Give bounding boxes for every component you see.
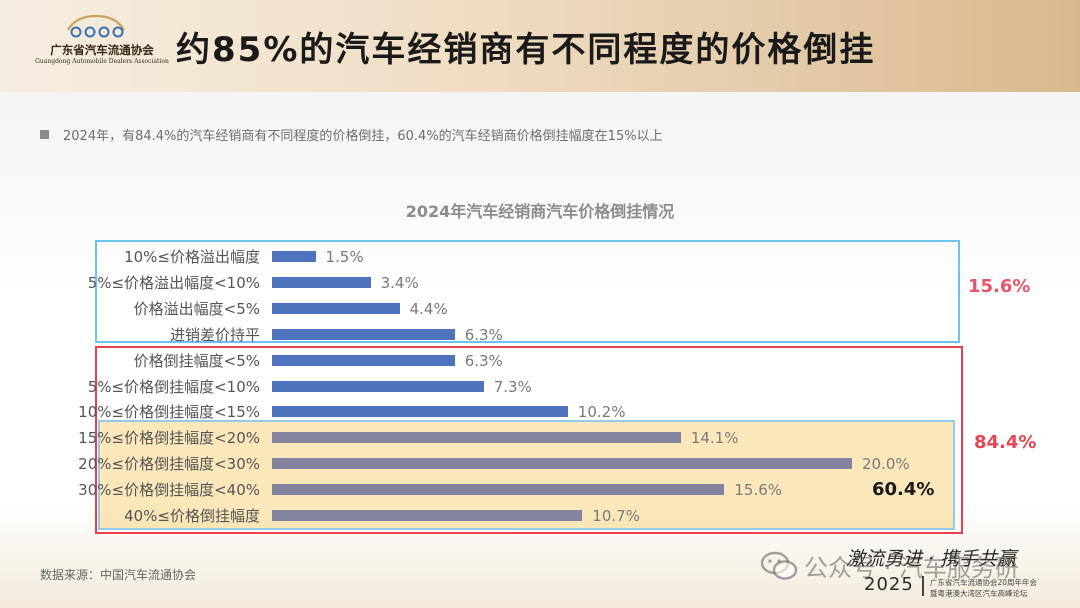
- summary-bullet: 2024年，有84.4%的汽车经销商有不同程度的价格倒挂，60.4%的汽车经销商…: [40, 124, 663, 144]
- square-bullet-icon: [40, 129, 49, 139]
- chart-row: 15%≤价格倒挂幅度<20% 14.1%: [0, 426, 1080, 450]
- bar: [272, 406, 568, 418]
- group-label-inverted: 84.4%: [974, 432, 1037, 453]
- category-label: 10%≤价格溢出幅度: [124, 248, 260, 266]
- footer-slogan: 激流勇进 · 携手共赢: [846, 548, 1017, 570]
- value-label: 14.1%: [690, 429, 739, 448]
- chart-row: 5%≤价格溢出幅度<10% 3.4%: [0, 271, 1080, 295]
- highlight-box-15-6: [95, 240, 960, 343]
- watermark: 公众号 · 汽车服务研: [760, 548, 1019, 583]
- category-label: 价格倒挂幅度<5%: [133, 351, 260, 370]
- chart-row: 10%≤价格倒挂幅度<15% 10.2%: [0, 400, 1080, 424]
- value-label: 10.7%: [592, 507, 640, 525]
- chart-row: 价格溢出幅度<5% 4.4%: [0, 297, 1080, 321]
- bar: [272, 432, 681, 444]
- footer-event-line1: 广东省汽车流通协会20周年年会: [930, 578, 1038, 587]
- category-label: 15%≤价格倒挂幅度<20%: [78, 429, 260, 448]
- value-label: 1.5%: [325, 248, 364, 266]
- bar: [272, 380, 484, 392]
- org-name-cn: 广东省汽车流通协会: [50, 43, 154, 57]
- highlight-box-84-4: [95, 346, 963, 534]
- chart-row: 40%≤价格倒挂幅度 10.7%: [0, 504, 1080, 528]
- value-label: 7.3%: [493, 377, 532, 396]
- org-name-en: Guangdong Automobile Dealers Association: [35, 58, 169, 65]
- category-label: 进销差价持平: [169, 325, 260, 344]
- header-banner: 广东省汽车流通协会 Guangdong Automobile Dealers A…: [0, 0, 1080, 92]
- summary-text: 2024年，有84.4%的汽车经销商有不同程度的价格倒挂，60.4%的汽车经销商…: [63, 128, 663, 144]
- footer-divider: [922, 576, 924, 596]
- chart-row: 10%≤价格溢出幅度 1.5%: [0, 245, 1080, 269]
- bar: [272, 484, 725, 496]
- chart-title: 2024年汽车经销商汽车价格倒挂情况: [405, 202, 675, 221]
- bar: [272, 302, 400, 314]
- wechat-icon: [760, 551, 798, 580]
- category-label: 20%≤价格倒挂幅度<30%: [78, 455, 260, 474]
- footer-event-line2: 暨粤港澳大湾区汽车高峰论坛: [930, 589, 1028, 598]
- value-label: 4.4%: [409, 299, 448, 318]
- chart-row: 5%≤价格倒挂幅度<10% 7.3%: [0, 375, 1080, 399]
- org-logo: 广东省汽车流通协会 Guangdong Automobile Dealers A…: [32, 10, 172, 70]
- group-label-overflow: 15.6%: [968, 276, 1031, 297]
- bar: [272, 354, 455, 366]
- value-label: 15.6%: [734, 481, 783, 500]
- page-title: 约85%的汽车经销商有不同程度的价格倒挂: [176, 30, 876, 70]
- value-label: 10.2%: [577, 403, 626, 422]
- bar: [272, 251, 316, 262]
- bar: [272, 510, 583, 521]
- value-label: 3.4%: [380, 273, 419, 292]
- chart-row: 进销差价持平 6.3%: [0, 323, 1080, 347]
- category-label: 价格溢出幅度<5%: [133, 299, 260, 318]
- category-label: 40%≤价格倒挂幅度: [124, 507, 260, 525]
- category-label: 30%≤价格倒挂幅度<40%: [78, 481, 260, 500]
- category-label: 10%≤价格倒挂幅度<15%: [78, 403, 260, 422]
- category-label: 5%≤价格溢出幅度<10%: [87, 273, 260, 292]
- watermark-text: 公众号 · 汽车服务研: [804, 554, 1019, 582]
- value-label: 6.3%: [464, 325, 503, 344]
- logo-car-icon: [67, 14, 125, 38]
- chart-row: 20%≤价格倒挂幅度<30% 20.0%: [0, 452, 1080, 476]
- chart-row: 价格倒挂幅度<5% 6.3%: [0, 349, 1080, 373]
- bar: [272, 458, 852, 470]
- category-label: 5%≤价格倒挂幅度<10%: [87, 377, 260, 396]
- data-source: 数据来源：中国汽车流通协会: [40, 568, 197, 582]
- value-label: 6.3%: [464, 351, 503, 370]
- bar: [272, 276, 371, 288]
- bar: [272, 328, 455, 340]
- value-label: 20.0%: [862, 455, 910, 474]
- group-label-inverted-15plus: 60.4%: [872, 479, 935, 500]
- chart-row: 30%≤价格倒挂幅度<40% 15.6%: [0, 478, 1080, 502]
- footer-year: 2025: [864, 574, 914, 595]
